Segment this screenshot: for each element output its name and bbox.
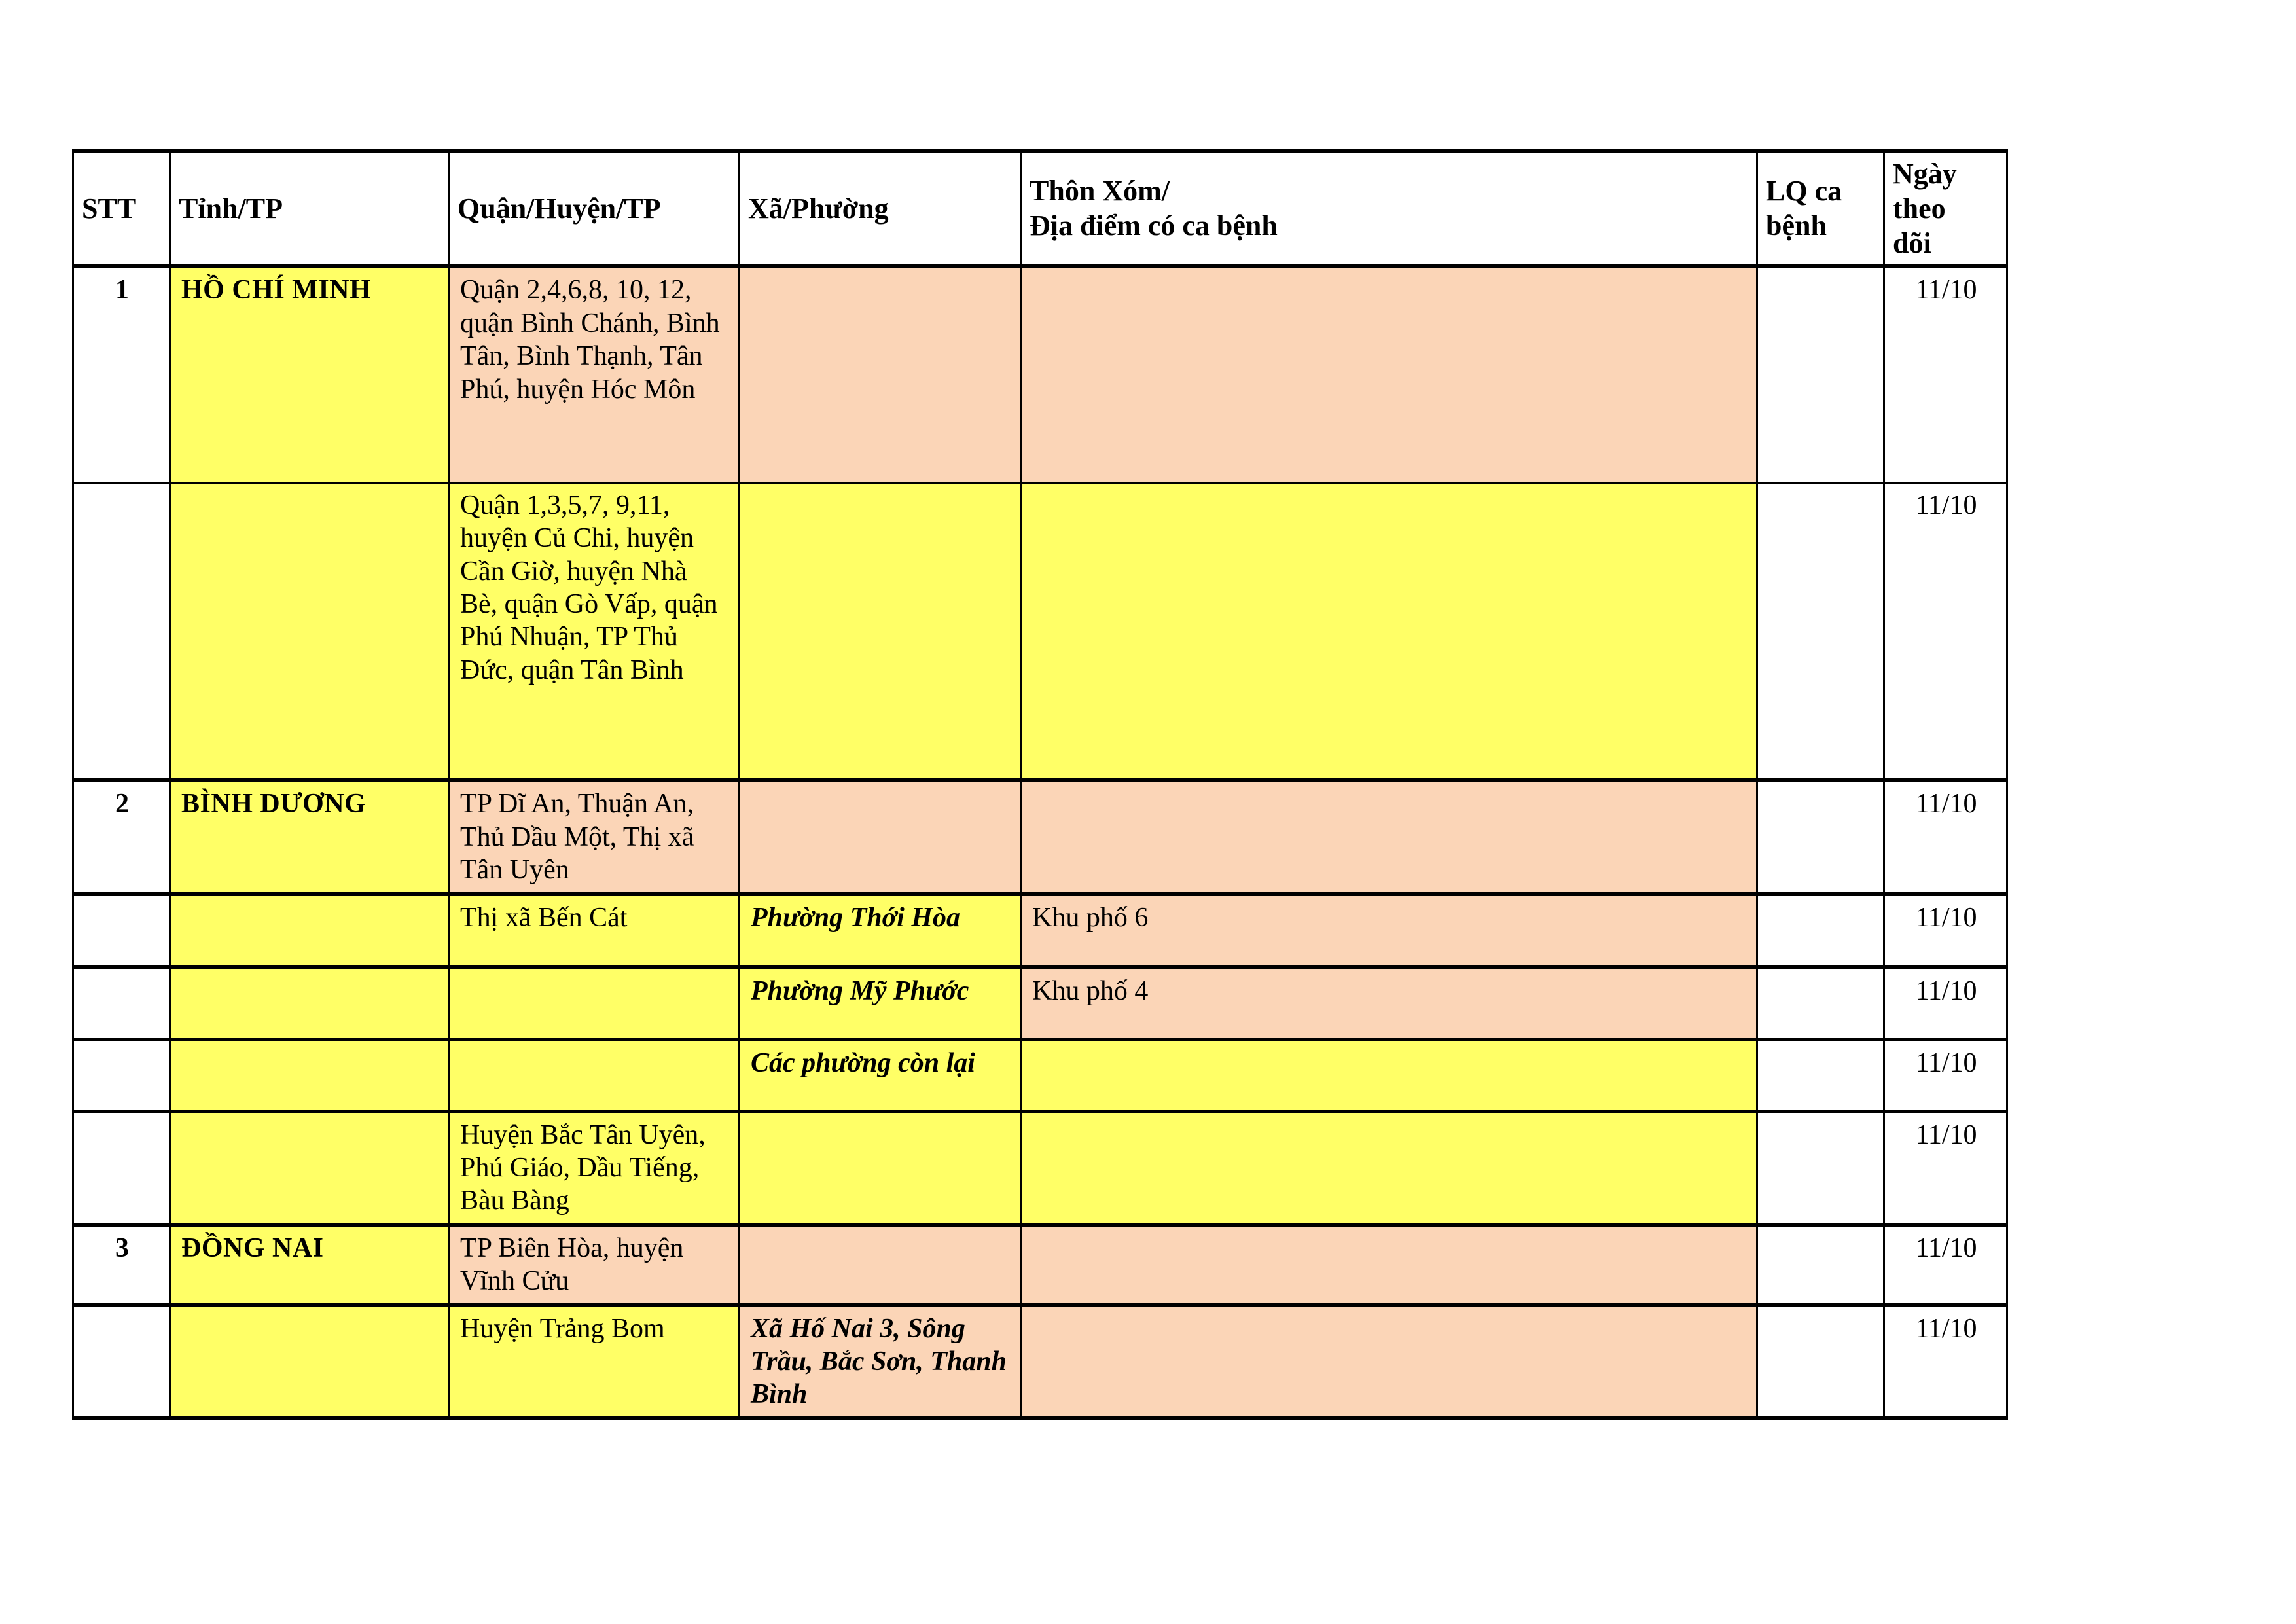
cell-stt: 1	[72, 264, 171, 484]
cell-district: TP Biên Hòa, huyện Vĩnh Cửu	[448, 1222, 740, 1307]
table-row: Huyện Trảng Bom Xã Hố Nai 3, Sông Trầu, …	[72, 1303, 2008, 1420]
cell-hamlet	[1020, 481, 1758, 782]
cell-hamlet	[1020, 1303, 1758, 1420]
column-header-date: Ngày theo dõi	[1883, 149, 2008, 269]
cell-date: 11/10	[1883, 1222, 2008, 1307]
cell-stt	[72, 892, 171, 969]
column-header-district: Quận/Huyện/TP	[448, 149, 740, 269]
cell-lq	[1756, 1303, 1885, 1420]
cell-hamlet	[1020, 1037, 1758, 1113]
cell-stt: 3	[72, 1222, 171, 1307]
cell-district: Huyện Bắc Tân Uyên, Phú Giáo, Dầu Tiếng,…	[448, 1109, 740, 1226]
table-row: Quận 1,3,5,7, 9,11, huyện Củ Chi, huyện …	[72, 481, 2008, 782]
cell-date: 11/10	[1883, 264, 2008, 484]
cell-date: 11/10	[1883, 1109, 2008, 1226]
table-row: 1 HỒ CHÍ MINH Quận 2,4,6,8, 10, 12, quận…	[72, 264, 2008, 484]
cell-ward	[738, 778, 1022, 895]
cell-province	[169, 892, 450, 969]
table-row: Các phường còn lại 11/10	[72, 1037, 2008, 1113]
cell-hamlet: Khu phố 6	[1020, 892, 1758, 969]
cell-lq	[1756, 481, 1885, 782]
cell-date: 11/10	[1883, 1303, 2008, 1420]
cell-lq	[1756, 264, 1885, 484]
cell-district: Thị xã Bến Cát	[448, 892, 740, 969]
cell-hamlet	[1020, 778, 1758, 895]
column-header-stt: STT	[72, 149, 171, 269]
cell-lq	[1756, 1109, 1885, 1226]
column-header-ward: Xã/Phường	[738, 149, 1022, 269]
cell-district: Huyện Trảng Bom	[448, 1303, 740, 1420]
cell-date: 11/10	[1883, 965, 2008, 1041]
cell-district: Quận 1,3,5,7, 9,11, huyện Củ Chi, huyện …	[448, 481, 740, 782]
column-header-date-line2: dõi	[1893, 226, 1931, 259]
outbreak-location-table-wrap: STT Tỉnh/TP Quận/Huyện/TP Xã/Phường Thôn…	[72, 149, 2008, 1420]
column-header-hamlet-line2: Địa điểm có ca bệnh	[1030, 209, 1278, 242]
cell-province	[169, 481, 450, 782]
cell-lq	[1756, 965, 1885, 1041]
cell-province	[169, 965, 450, 1041]
table-body: 1 HỒ CHÍ MINH Quận 2,4,6,8, 10, 12, quận…	[72, 264, 2008, 1420]
cell-lq	[1756, 1222, 1885, 1307]
cell-date: 11/10	[1883, 892, 2008, 969]
cell-district	[448, 965, 740, 1041]
column-header-province: Tỉnh/TP	[169, 149, 450, 269]
cell-hamlet	[1020, 1222, 1758, 1307]
cell-hamlet	[1020, 264, 1758, 484]
cell-stt	[72, 1037, 171, 1113]
cell-stt: 2	[72, 778, 171, 895]
cell-lq	[1756, 778, 1885, 895]
cell-stt	[72, 965, 171, 1041]
cell-date: 11/10	[1883, 481, 2008, 782]
column-header-hamlet-line1: Thôn Xóm/	[1030, 175, 1170, 208]
cell-date: 11/10	[1883, 778, 2008, 895]
cell-ward	[738, 481, 1022, 782]
table-row: Thị xã Bến Cát Phường Thới Hòa Khu phố 6…	[72, 892, 2008, 969]
cell-district: Quận 2,4,6,8, 10, 12, quận Bình Chánh, B…	[448, 264, 740, 484]
cell-ward: Các phường còn lại	[738, 1037, 1022, 1113]
cell-province	[169, 1109, 450, 1226]
cell-stt	[72, 1109, 171, 1226]
column-header-lq: LQ ca bệnh	[1756, 149, 1885, 269]
cell-hamlet: Khu phố 4	[1020, 965, 1758, 1041]
cell-lq	[1756, 1037, 1885, 1113]
cell-ward	[738, 1109, 1022, 1226]
cell-ward: Phường Thới Hòa	[738, 892, 1022, 969]
cell-stt	[72, 481, 171, 782]
column-header-date-line1: Ngày theo	[1893, 158, 1957, 225]
cell-ward	[738, 264, 1022, 484]
table-row: Phường Mỹ Phước Khu phố 4 11/10	[72, 965, 2008, 1041]
cell-province	[169, 1037, 450, 1113]
cell-district: TP Dĩ An, Thuận An, Thủ Dầu Một, Thị xã …	[448, 778, 740, 895]
cell-district	[448, 1037, 740, 1113]
table-header-row: STT Tỉnh/TP Quận/Huyện/TP Xã/Phường Thôn…	[72, 149, 2008, 269]
cell-hamlet	[1020, 1109, 1758, 1226]
cell-province: BÌNH DƯƠNG	[169, 778, 450, 895]
cell-ward: Xã Hố Nai 3, Sông Trầu, Bắc Sơn, Thanh B…	[738, 1303, 1022, 1420]
cell-date: 11/10	[1883, 1037, 2008, 1113]
table-row: Huyện Bắc Tân Uyên, Phú Giáo, Dầu Tiếng,…	[72, 1109, 2008, 1226]
cell-province: ĐỒNG NAI	[169, 1222, 450, 1307]
table-row: 3 ĐỒNG NAI TP Biên Hòa, huyện Vĩnh Cửu 1…	[72, 1222, 2008, 1307]
cell-ward	[738, 1222, 1022, 1307]
cell-ward: Phường Mỹ Phước	[738, 965, 1022, 1041]
cell-province	[169, 1303, 450, 1420]
table-row: 2 BÌNH DƯƠNG TP Dĩ An, Thuận An, Thủ Dầu…	[72, 778, 2008, 895]
cell-stt	[72, 1303, 171, 1420]
column-header-hamlet: Thôn Xóm/ Địa điểm có ca bệnh	[1020, 149, 1758, 269]
cell-province: HỒ CHÍ MINH	[169, 264, 450, 484]
outbreak-location-table: STT Tỉnh/TP Quận/Huyện/TP Xã/Phường Thôn…	[72, 149, 2008, 1420]
cell-lq	[1756, 892, 1885, 969]
